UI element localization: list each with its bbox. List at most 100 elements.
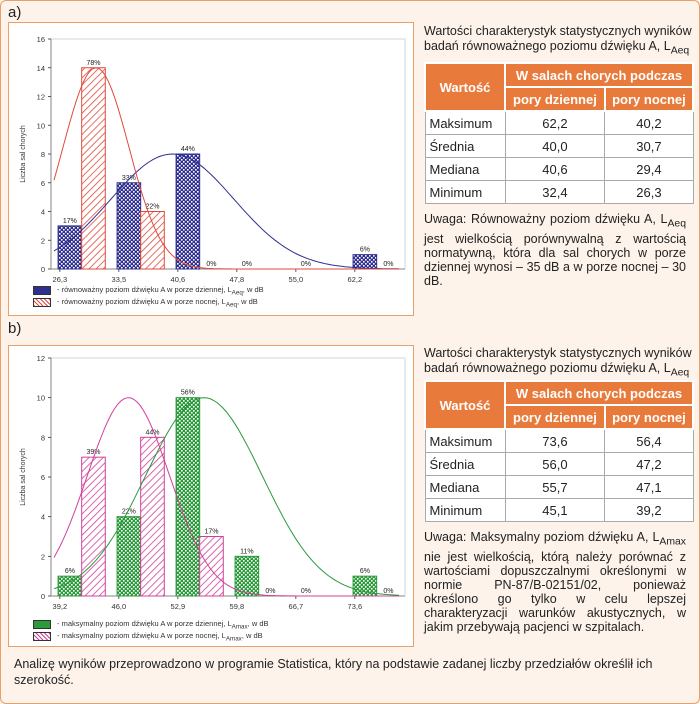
y-tick-label: 0 bbox=[41, 265, 45, 274]
part-b-label: b) bbox=[8, 320, 22, 337]
table-row: Maksimum 62,2 40,2 bbox=[424, 110, 694, 135]
x-tick-label: 26,3 bbox=[53, 275, 68, 284]
table-a-header-day: pory dziennej bbox=[504, 86, 606, 112]
table-a-cell-night: 26,3 bbox=[604, 180, 694, 204]
table-b-cell-day: 56,0 bbox=[504, 452, 606, 476]
legend-a-label-1: - równoważny poziom dźwięku A w porze dz… bbox=[57, 285, 232, 294]
table-a-header-night: pory nocnej bbox=[603, 86, 695, 112]
table-b-cell-night: 56,4 bbox=[604, 428, 694, 453]
table-a-title-line2: badań równoważnego poziomu dźwięku A, LA… bbox=[424, 39, 694, 59]
bar-data-label: 6% bbox=[360, 568, 370, 575]
table-b-row-label: Maksimum bbox=[424, 428, 506, 453]
legend-b-item-2: - maksymalny poziom dźwięku A w porze no… bbox=[33, 631, 263, 643]
table-b-note-sub: Amax bbox=[659, 536, 686, 548]
normal-curve-night bbox=[53, 397, 400, 597]
table-b-note: Uwaga: Maksymalny poziom dźwięku A, LAma… bbox=[424, 530, 686, 634]
part-a-label: a) bbox=[8, 4, 22, 21]
y-tick-label: 4 bbox=[41, 513, 45, 522]
bar-data-label: 44% bbox=[145, 429, 159, 436]
bar-data-label: 17% bbox=[63, 218, 77, 225]
bar-data-label: 0% bbox=[301, 261, 311, 268]
y-tick-label: 0 bbox=[41, 592, 45, 601]
bar-data-label: 0% bbox=[206, 261, 216, 268]
table-row: Średnia 40,0 30,7 bbox=[424, 134, 694, 158]
table-row: Mediana 40,6 29,4 bbox=[424, 157, 694, 181]
table-row: Minimum 32,4 26,3 bbox=[424, 180, 694, 204]
y-tick-label: 6 bbox=[41, 473, 45, 482]
x-tick-label: 59,8 bbox=[230, 602, 245, 611]
legend-a-swatch-2 bbox=[33, 297, 51, 307]
table-b-title: Wartości charakterystyk statystycznych w… bbox=[424, 346, 694, 381]
legend-b-suffix-1: , w dB bbox=[247, 619, 269, 628]
bar-data-label: 44% bbox=[181, 146, 195, 153]
y-tick-label: 4 bbox=[41, 208, 45, 217]
bar-data-label: 56% bbox=[181, 390, 195, 397]
legend-a-sub-1: Aeq bbox=[231, 289, 243, 297]
legend-a-label-2: - równoważny poziom dźwięku A w porze no… bbox=[57, 297, 226, 306]
table-b-cell-night: 39,2 bbox=[604, 498, 694, 522]
table-a-header-group: W salach chorych podczas bbox=[504, 62, 694, 88]
legend-b-item-1: - maksymalny poziom dźwięku A w porze dz… bbox=[33, 619, 269, 631]
table-b-cell-day: 45,1 bbox=[504, 498, 606, 522]
bar-data-label: 78% bbox=[86, 60, 100, 67]
chart-b-panel: 0 2 4 6 8 10 12 Liczba sal chorych 39,2 46,0 52,9 5… bbox=[8, 345, 414, 647]
bar-data-label: 6% bbox=[65, 568, 75, 575]
bar-data-label: 22% bbox=[122, 509, 136, 516]
legend-b-sub-1: Amax bbox=[231, 623, 248, 631]
table-a-note-sub: Aeq bbox=[667, 218, 686, 230]
bar-data-label: 0% bbox=[265, 588, 275, 595]
table-row: Minimum 45,1 39,2 bbox=[424, 498, 694, 522]
y-tick-label: 16 bbox=[37, 35, 45, 44]
table-a-cell-day: 40,6 bbox=[504, 157, 606, 181]
table-a-title: Wartości charakterystyk statystycznych w… bbox=[424, 24, 694, 59]
table-a-cell-night: 40,2 bbox=[604, 110, 694, 135]
bar-data-label: 0% bbox=[301, 588, 311, 595]
table-a-row-label: Średnia bbox=[424, 134, 506, 158]
table-b-header-night: pory nocnej bbox=[603, 404, 695, 430]
y-tick-label: 12 bbox=[37, 93, 45, 102]
table-b-title-sub: Aeq bbox=[670, 367, 690, 379]
table-b-cell-night: 47,1 bbox=[604, 475, 694, 499]
y-tick-label: 2 bbox=[41, 236, 45, 245]
chart-a-svg: 0 2 4 6 8 10 12 14 16 Liczba sal chorych 26,3 33,5 4… bbox=[20, 35, 406, 284]
table-a-row-label: Minimum bbox=[424, 180, 506, 204]
y-tick-label: 8 bbox=[41, 150, 45, 159]
normal-curve-night bbox=[53, 67, 400, 270]
table-a-row-label: Mediana bbox=[424, 157, 506, 181]
table-b: Wartość W salach chorych podczas pory dz… bbox=[424, 380, 695, 522]
table-a-cell-day: 32,4 bbox=[504, 180, 606, 204]
table-b-note-pre: Uwaga: Maksymalny poziom dźwięku A, L bbox=[424, 530, 660, 544]
table-row: Maksimum 73,6 56,4 bbox=[424, 428, 694, 453]
legend-b-swatch-1 bbox=[33, 619, 51, 629]
normal-curve-day bbox=[53, 397, 400, 596]
table-a-note: Uwaga: Równoważny poziom dźwięku A, LAeq… bbox=[424, 212, 686, 288]
x-tick-label: 47,8 bbox=[230, 275, 245, 284]
bar-day bbox=[57, 225, 83, 270]
x-tick-label: 73,6 bbox=[348, 602, 363, 611]
y-tick-label: 8 bbox=[41, 433, 45, 442]
bar-data-label: 11% bbox=[240, 548, 254, 555]
table-a-cell-night: 29,4 bbox=[604, 157, 694, 181]
bar-data-label: 6% bbox=[360, 247, 370, 254]
table-b-row-label: Minimum bbox=[424, 498, 506, 522]
y-tick-label: 12 bbox=[37, 354, 45, 363]
table-a-title-line1: Wartości charakterystyk statystycznych w… bbox=[424, 24, 692, 38]
legend-b-sub-2: Amax bbox=[225, 635, 242, 643]
bar-data-label: 22% bbox=[145, 204, 159, 211]
bar-day bbox=[175, 397, 201, 597]
y-axis-label: Liczba sal chorych bbox=[20, 448, 27, 506]
footer-text: Analizę wyników przeprowadzono w program… bbox=[14, 657, 653, 687]
legend-a-swatch-1 bbox=[33, 285, 51, 295]
table-row: Mediana 55,7 47,1 bbox=[424, 475, 694, 499]
bar-data-label: 0% bbox=[383, 588, 393, 595]
legend-a-suffix-1: , w dB bbox=[242, 285, 264, 294]
x-tick-label: 55,0 bbox=[289, 275, 304, 284]
legend-b-label-1: - maksymalny poziom dźwięku A w porze dz… bbox=[57, 619, 232, 628]
bar-data-label: 0% bbox=[383, 261, 393, 268]
bar-day bbox=[352, 254, 378, 270]
y-tick-label: 6 bbox=[41, 179, 45, 188]
table-b-row-label: Mediana bbox=[424, 475, 506, 499]
x-tick-label: 39,2 bbox=[53, 602, 68, 611]
legend-b-label-2: - maksymalny poziom dźwięku A w porze no… bbox=[57, 631, 226, 640]
table-a: Wartość W salach chorych podczas pory dz… bbox=[424, 62, 695, 204]
